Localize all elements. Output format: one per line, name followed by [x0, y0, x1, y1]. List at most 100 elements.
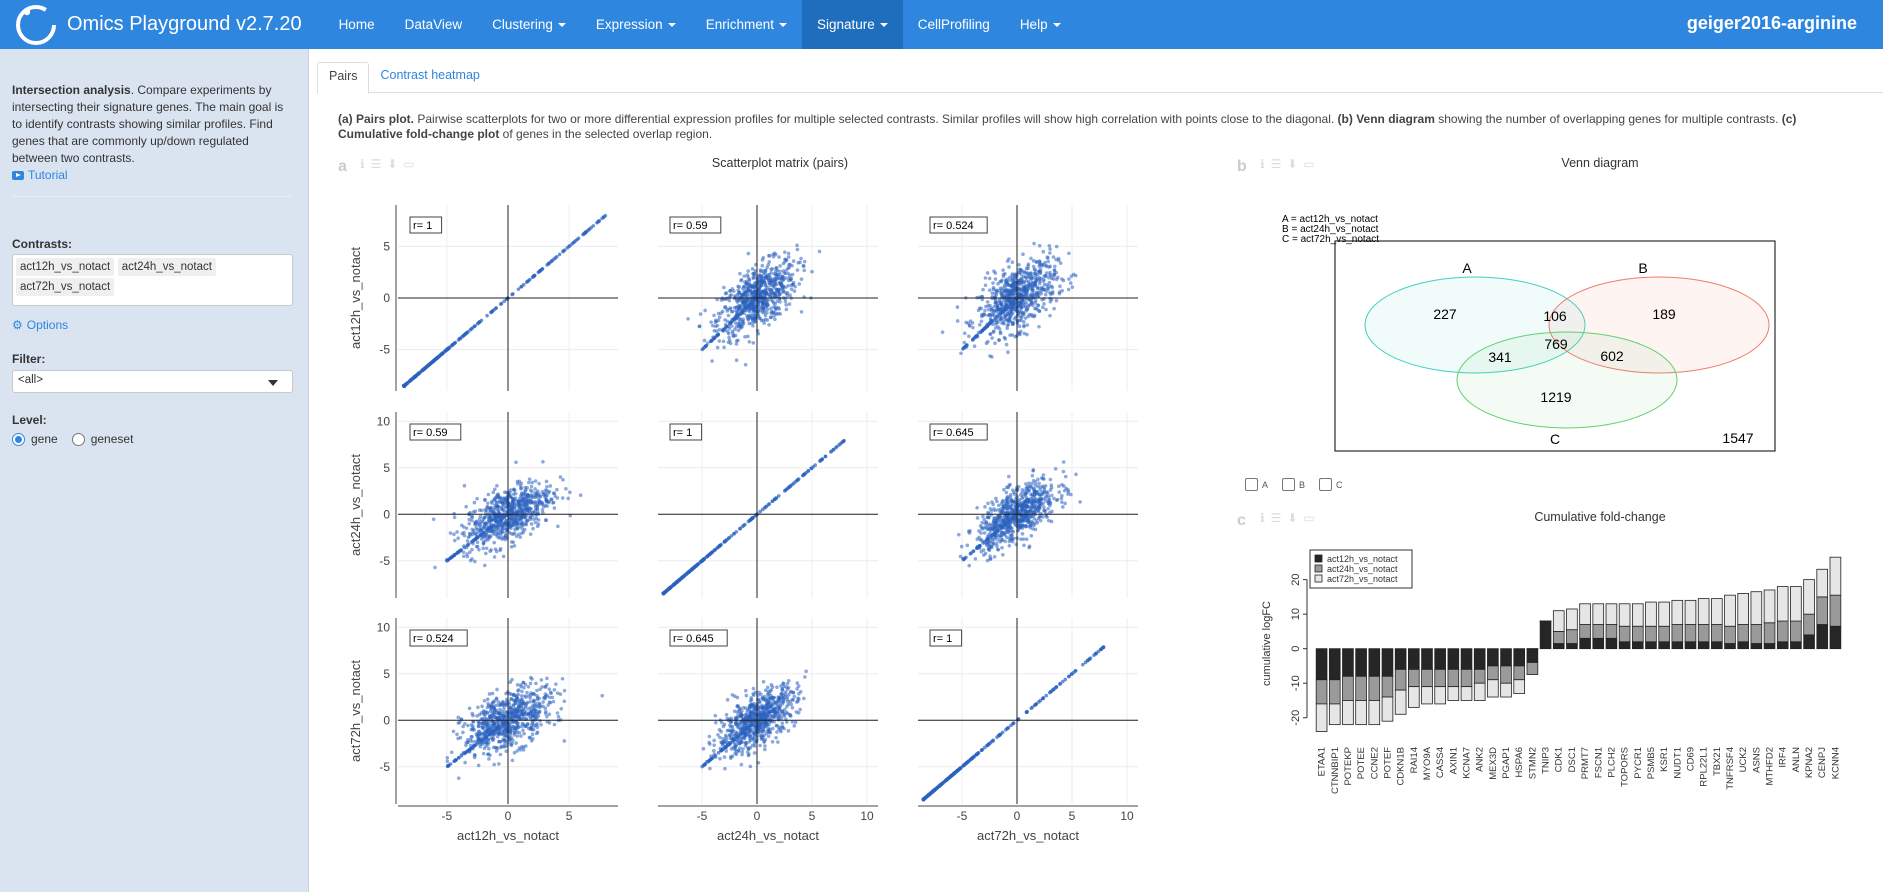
data-point — [497, 531, 501, 535]
data-point — [1041, 473, 1046, 477]
contrast-chip[interactable]: act12h_vs_notact — [16, 258, 115, 276]
data-point — [731, 331, 735, 336]
data-point — [476, 705, 480, 710]
data-point — [718, 543, 722, 548]
data-point — [529, 522, 534, 526]
data-point — [977, 322, 982, 327]
options-link[interactable]: ⚙ Options — [12, 318, 296, 332]
level-gene-radio[interactable] — [12, 432, 25, 446]
data-point — [818, 458, 823, 463]
data-point — [981, 327, 986, 332]
data-point — [1003, 539, 1007, 544]
data-point — [990, 355, 994, 359]
data-point — [541, 510, 545, 515]
nav-enrichment[interactable]: Enrichment — [691, 0, 802, 49]
data-point — [995, 544, 999, 549]
desc-a-text: Pairwise scatterplots for two or more di… — [414, 112, 1338, 126]
scatter-cell[interactable]: r= 1 — [658, 412, 878, 598]
data-point — [477, 721, 481, 725]
menu-icon[interactable]: ☰ — [370, 157, 382, 171]
data-point — [1044, 307, 1048, 312]
data-point — [458, 336, 462, 341]
data-point — [994, 541, 999, 546]
data-point — [990, 291, 995, 295]
data-point — [704, 555, 709, 560]
data-point — [758, 304, 762, 309]
scatter-cell[interactable]: r= 0.645 — [918, 412, 1138, 598]
y-tick-label: 10 — [377, 414, 391, 428]
data-point — [726, 313, 731, 318]
data-point — [1021, 537, 1026, 541]
data-point — [1013, 518, 1018, 522]
download-icon[interactable]: ⬇ — [387, 157, 398, 171]
data-point — [485, 501, 490, 505]
tutorial-link[interactable]: Tutorial — [12, 168, 296, 182]
data-point — [697, 324, 702, 329]
data-point — [973, 557, 978, 561]
data-point — [509, 736, 514, 740]
data-point — [769, 315, 773, 320]
data-point — [1024, 537, 1029, 541]
data-point — [472, 324, 477, 329]
data-point — [991, 287, 996, 292]
nav-help[interactable]: Help — [1005, 0, 1076, 49]
scatter-cell[interactable]: r= 0.524 — [918, 205, 1138, 391]
data-point — [729, 309, 734, 314]
data-point — [1037, 259, 1042, 263]
data-point — [962, 331, 967, 336]
data-point — [1058, 284, 1062, 289]
nav-home[interactable]: Home — [324, 0, 390, 49]
nav-signature[interactable]: Signature — [801, 0, 903, 49]
info-icon[interactable]: ℹ — [360, 157, 365, 171]
contrast-chip[interactable]: act24h_vs_notact — [117, 258, 216, 276]
data-point — [788, 293, 792, 297]
y-axis-label: act12h_vs_notact — [348, 247, 363, 349]
data-point — [498, 752, 503, 757]
data-point — [717, 327, 722, 332]
data-point — [1008, 311, 1012, 315]
correlation-box — [669, 423, 703, 441]
data-point — [995, 307, 999, 312]
data-point — [993, 277, 998, 281]
data-point — [760, 302, 765, 306]
maximize-icon[interactable]: ▭ — [403, 157, 415, 171]
data-point — [490, 730, 495, 734]
data-point — [786, 271, 790, 276]
contrasts-select[interactable]: act12h_vs_notact act24h_vs_notact act72h… — [12, 254, 293, 306]
data-point — [1021, 523, 1025, 528]
data-point — [736, 284, 740, 289]
brand[interactable]: Omics Playground v2.7.20 — [0, 0, 324, 49]
data-point — [540, 267, 544, 271]
gear-icon: ⚙ — [12, 318, 23, 332]
tab-pairs[interactable]: Pairs — [317, 62, 370, 94]
data-point — [995, 305, 999, 309]
data-point — [545, 676, 549, 681]
tab-contrast-heatmap[interactable]: Contrast heatmap — [380, 68, 480, 82]
nav-dataview[interactable]: DataView — [390, 0, 478, 49]
scatter-cell[interactable]: r= 0.59 — [658, 205, 878, 391]
data-point — [1037, 493, 1042, 497]
data-point — [467, 706, 472, 711]
data-point — [455, 732, 459, 737]
data-point — [490, 518, 494, 522]
data-point — [1070, 285, 1075, 289]
data-point — [782, 714, 786, 718]
data-point — [538, 687, 542, 692]
nav-cellprofiling[interactable]: CellProfiling — [903, 0, 1005, 49]
nav-expression[interactable]: Expression — [581, 0, 691, 49]
divider — [12, 196, 292, 197]
data-point — [737, 298, 742, 303]
contrast-chip[interactable]: act72h_vs_notact — [16, 278, 115, 296]
filter-select[interactable]: <all> — [12, 370, 293, 393]
data-point — [772, 272, 776, 276]
level-geneset-radio[interactable] — [71, 432, 85, 446]
data-point — [1069, 492, 1073, 497]
data-point — [440, 351, 445, 356]
data-point — [462, 483, 467, 488]
data-point — [448, 762, 453, 766]
nav-clustering[interactable]: Clustering — [477, 0, 581, 49]
